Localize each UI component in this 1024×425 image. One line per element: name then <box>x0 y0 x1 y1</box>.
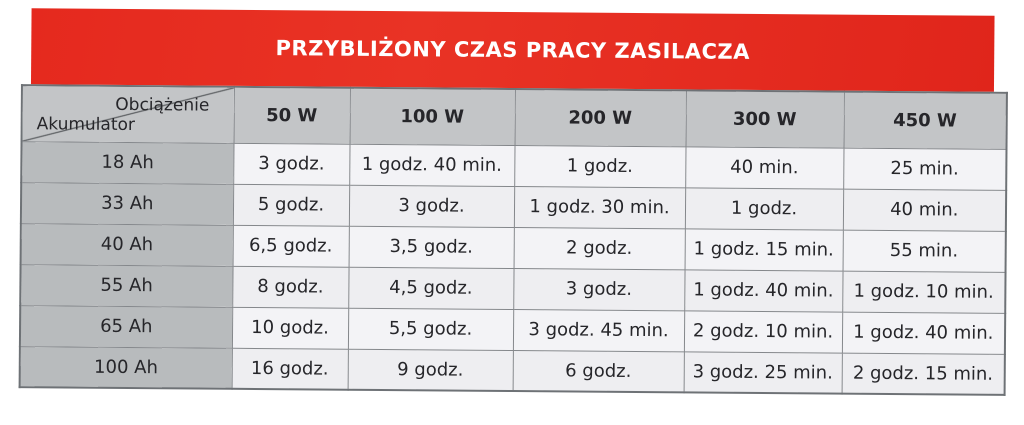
battery-cell: 18 Ah <box>21 141 234 184</box>
diagonal-corner-cell: Obciążenie Akumulator <box>21 85 234 143</box>
time-cell: 1 godz. 10 min. <box>842 270 1006 313</box>
battery-cell: 100 Ah <box>19 346 232 389</box>
title-banner: PRZYBLIŻONY CZAS PRACY ZASILACZA <box>30 8 995 92</box>
runtime-table: Obciążenie Akumulator 50 W 100 W 200 W 3… <box>18 84 1008 396</box>
time-cell: 1 godz. 40 min. <box>349 143 515 187</box>
time-cell: 3 godz. <box>348 184 515 228</box>
time-cell: 16 godz. <box>231 347 348 390</box>
time-cell: 3,5 godz. <box>348 225 514 269</box>
time-cell: 1 godz. 30 min. <box>513 186 686 229</box>
time-cell: 1 godz. 15 min. <box>684 228 843 271</box>
battery-axis-label: Akumulator <box>36 113 136 135</box>
table-row: 100 Ah 16 godz. 9 godz. 6 godz. 3 godz. … <box>19 346 1005 395</box>
time-cell: 3 godz. 45 min. <box>512 309 685 352</box>
column-header-450w: 450 W <box>843 91 1007 149</box>
column-header-50w: 50 W <box>233 86 350 144</box>
table-header-row: Obciążenie Akumulator 50 W 100 W 200 W 3… <box>21 85 1007 149</box>
time-cell: 5,5 godz. <box>347 307 514 351</box>
battery-cell: 33 Ah <box>20 182 234 225</box>
time-cell: 3 godz. <box>233 142 350 185</box>
battery-cell: 55 Ah <box>20 264 233 307</box>
load-axis-label: Obciążenie <box>115 94 210 116</box>
time-cell: 6 godz. <box>512 350 684 393</box>
time-cell: 40 min. <box>685 146 844 189</box>
time-cell: 3 godz. 25 min. <box>683 351 842 394</box>
time-cell: 2 godz. 15 min. <box>841 352 1005 395</box>
time-cell: 1 godz. <box>684 187 844 230</box>
time-cell: 55 min. <box>842 229 1006 272</box>
time-cell: 10 godz. <box>231 306 349 349</box>
time-cell: 25 min. <box>843 147 1007 190</box>
time-cell: 4,5 godz. <box>348 266 514 310</box>
page-title: PRZYBLIŻONY CZAS PRACY ZASILACZA <box>275 36 751 64</box>
time-cell: 3 godz. <box>513 268 685 311</box>
time-cell: 5 godz. <box>232 183 350 226</box>
column-header-200w: 200 W <box>514 89 686 147</box>
column-header-300w: 300 W <box>685 90 844 148</box>
time-cell: 9 godz. <box>347 348 513 392</box>
time-cell: 1 godz. 40 min. <box>684 269 843 312</box>
time-cell: 1 godz. <box>514 145 686 188</box>
time-cell: 1 godz. 40 min. <box>841 311 1006 354</box>
time-cell: 2 godz. 10 min. <box>683 310 843 353</box>
time-cell: 8 godz. <box>232 265 349 308</box>
time-cell: 6,5 godz. <box>232 224 349 267</box>
column-header-100w: 100 W <box>349 87 515 146</box>
battery-cell: 40 Ah <box>20 223 233 266</box>
time-cell: 2 godz. <box>513 227 685 270</box>
time-cell: 40 min. <box>842 188 1007 231</box>
battery-cell: 65 Ah <box>19 305 233 348</box>
